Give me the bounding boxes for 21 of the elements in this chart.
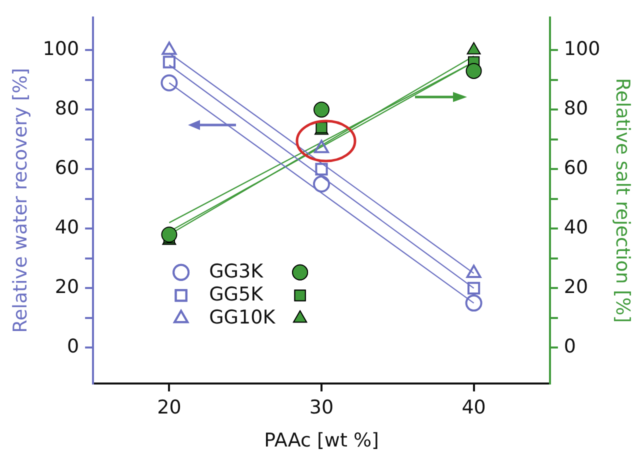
x-tick-label: 20	[157, 396, 182, 419]
y-tick-label: 60	[54, 157, 80, 180]
x-axis-title: PAAc [wt %]	[264, 430, 379, 452]
y2-tick-label: 20	[564, 276, 588, 298]
legend-label: GG5K	[209, 283, 264, 306]
y2-tick-label: 40	[564, 216, 588, 239]
y2-tick-label: 80	[564, 98, 588, 120]
y-axis-title: Relative water recovery [%]	[9, 68, 32, 333]
y2-axis-title: Relative salt rejection [%]	[612, 78, 634, 323]
y-tick-label: 0	[66, 336, 80, 358]
y2-tick-label: 100	[564, 38, 600, 60]
x-tick-label: 40	[462, 396, 486, 419]
y-tick-label: 80	[54, 98, 80, 120]
y-tick-label: 40	[54, 216, 80, 239]
legend-label: GG3K	[209, 260, 264, 282]
y-tick-label: 100	[42, 38, 80, 60]
x-tick-label: 30	[309, 396, 334, 419]
y2-tick-label: 60	[564, 157, 588, 180]
legend-label: GG10K	[209, 306, 276, 328]
y2-tick-label: 0	[564, 336, 576, 358]
y-tick-label: 20	[54, 276, 80, 298]
